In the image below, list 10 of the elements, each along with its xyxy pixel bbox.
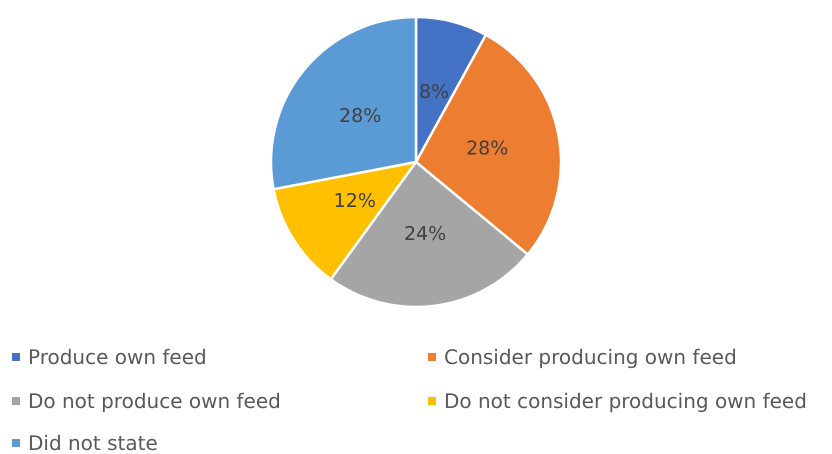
legend-label: Produce own feed bbox=[28, 345, 207, 369]
legend-label: Do not consider producing own feed bbox=[444, 389, 807, 413]
data-label: 24% bbox=[404, 222, 446, 245]
legend-label: Do not produce own feed bbox=[28, 389, 281, 413]
data-label: 12% bbox=[334, 190, 376, 212]
legend-label: Did not state bbox=[28, 431, 158, 454]
data-label: 8% bbox=[418, 80, 450, 103]
data-label: 28% bbox=[339, 104, 382, 127]
legend-label: Consider producing own feed bbox=[444, 345, 737, 369]
data-label: 28% bbox=[466, 137, 508, 160]
